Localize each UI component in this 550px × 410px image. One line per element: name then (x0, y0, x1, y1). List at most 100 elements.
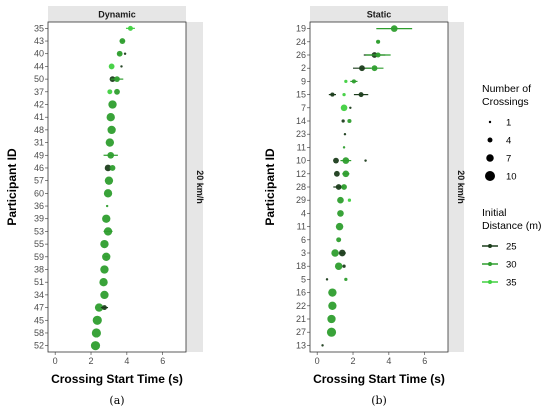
data-point (359, 65, 365, 72)
y-tick-label: 47 (34, 303, 44, 313)
data-point (342, 92, 346, 97)
y-tick-label: 36 (34, 201, 44, 211)
y-tick-label: 9 (301, 76, 306, 86)
data-point (114, 88, 120, 95)
legend-size-title-line1: Number of (482, 83, 531, 95)
data-point (333, 157, 339, 164)
data-point (94, 303, 104, 312)
data-point (106, 113, 115, 122)
y-tick-label: 40 (34, 49, 44, 59)
y-tick-label: 21 (296, 314, 306, 324)
legend-color-swatch (488, 262, 492, 266)
x-tick-label: 0 (315, 356, 320, 366)
data-point (104, 164, 112, 172)
panel-b-plot-area (309, 21, 449, 353)
y-tick-label: 43 (34, 36, 44, 46)
panel-static: Static 20 km/h 1924262915714231110122829… (263, 6, 466, 407)
data-point (342, 170, 350, 178)
data-point (347, 118, 352, 124)
y-tick-label: 55 (34, 239, 44, 249)
data-point (341, 119, 345, 123)
data-point (90, 341, 101, 351)
data-point (116, 50, 123, 57)
data-point (123, 52, 127, 55)
y-tick-label: 60 (34, 188, 44, 198)
panel-b-caption: (b) (371, 394, 387, 407)
data-point (340, 104, 348, 112)
y-tick-label: 44 (34, 61, 44, 71)
x-tick-label: 2 (351, 356, 356, 366)
panel-a-plot-area (47, 21, 187, 353)
data-point (330, 92, 335, 97)
y-tick-label: 29 (296, 195, 306, 205)
legend-size-title-line2: Crossings (482, 96, 529, 108)
data-point (333, 170, 340, 177)
data-point (107, 89, 113, 95)
panel-b-title: Static (367, 10, 392, 20)
data-point (105, 138, 114, 147)
y-tick-label: 57 (34, 176, 44, 186)
y-tick-label: 50 (34, 74, 44, 84)
y-tick-label: 6 (301, 235, 306, 245)
x-tick-label: 0 (53, 356, 58, 366)
panel-b-y-axis: 1924262915714231110122829411631851622212… (296, 24, 310, 350)
data-point (349, 106, 352, 110)
panel-a-title-strip (48, 6, 186, 22)
legend-size-label: 10 (506, 172, 517, 183)
data-point (103, 189, 113, 198)
data-point (100, 290, 109, 300)
panel-a-y-axis-title: Participant ID (5, 148, 19, 226)
legend-size-entries: 1 4 7 10 (485, 118, 517, 183)
data-point (119, 38, 126, 44)
y-tick-label: 35 (34, 23, 44, 33)
legend-size-swatch (486, 154, 494, 162)
x-tick-label: 2 (89, 356, 94, 366)
panel-a-title: Dynamic (98, 10, 136, 20)
panel-b-marks (321, 25, 413, 347)
y-tick-label: 48 (34, 125, 44, 135)
y-tick-label: 7 (301, 103, 306, 113)
data-point (337, 210, 344, 217)
legend-size-swatch (488, 120, 492, 124)
data-point (102, 252, 111, 261)
legend-size-label: 7 (506, 154, 511, 165)
y-tick-label: 53 (34, 226, 44, 236)
data-point (100, 265, 109, 274)
x-tick-label: 6 (422, 356, 427, 366)
data-point (99, 278, 108, 287)
data-point (390, 25, 398, 32)
data-point (337, 196, 344, 204)
y-tick-label: 12 (296, 169, 306, 179)
y-tick-label: 49 (34, 150, 44, 160)
data-point (342, 157, 350, 164)
data-point (107, 151, 115, 159)
data-point (100, 239, 109, 249)
legend-size-label: 1 (506, 118, 511, 129)
y-tick-label: 39 (34, 214, 44, 224)
y-tick-label: 22 (296, 301, 306, 311)
panel-a-facet-strip (186, 22, 203, 352)
y-tick-label: 24 (296, 37, 306, 47)
y-tick-label: 59 (34, 252, 44, 262)
y-tick-label: 16 (296, 288, 306, 298)
data-point (326, 327, 337, 337)
data-point (328, 301, 337, 310)
data-point (342, 146, 346, 149)
y-tick-label: 10 (296, 156, 306, 166)
panel-a-x-axis-title: Crossing Start Time (s) (51, 372, 183, 386)
data-point (344, 79, 348, 84)
panel-b-facet-strip (448, 22, 464, 352)
legend: Number of Crossings 1 4 7 10 Initial Distan… (482, 83, 542, 289)
y-tick-label: 11 (297, 142, 306, 152)
legend-color-swatch (488, 244, 492, 248)
y-tick-label: 26 (296, 50, 306, 60)
data-point (109, 165, 116, 171)
data-point (91, 328, 101, 338)
y-tick-label: 51 (34, 277, 44, 287)
panel-dynamic: Dynamic 20 km/h 354340445037424148314946… (5, 6, 205, 407)
legend-size-swatch (487, 137, 493, 143)
panel-a-marks (90, 25, 135, 351)
legend-size-label: 4 (506, 136, 511, 147)
legend-color-entries: 25 30 35 (482, 242, 517, 289)
